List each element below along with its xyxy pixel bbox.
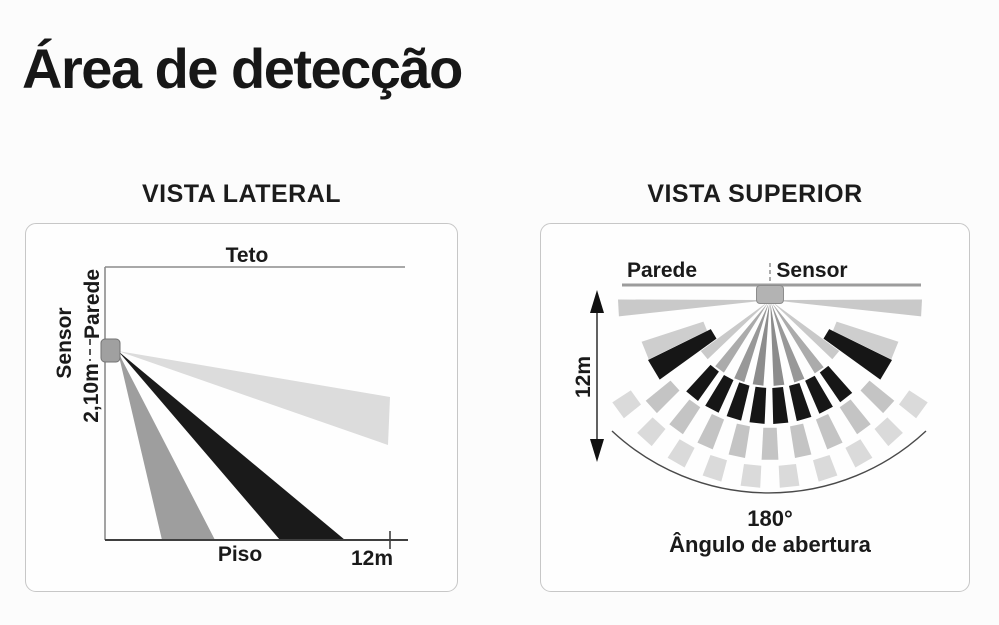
page-title: Área de detecção bbox=[22, 37, 463, 100]
faint-outer-segment bbox=[740, 463, 761, 488]
mid-black-segment bbox=[726, 381, 749, 421]
inner-wedge bbox=[714, 301, 768, 373]
outer-diagonal-segment bbox=[832, 321, 898, 359]
coverage-arc bbox=[611, 429, 926, 494]
angle-caption: Ângulo de abertura bbox=[669, 532, 871, 557]
sensor-label: Sensor bbox=[53, 307, 76, 378]
top-view-heading: VISTA SUPERIOR bbox=[647, 180, 863, 208]
side-view-beams bbox=[117, 350, 390, 540]
wall-label: Parede bbox=[626, 259, 696, 282]
arrow-up-icon bbox=[589, 289, 604, 313]
faint-outer-segment bbox=[812, 454, 837, 482]
side-view-panel: Teto Piso 12m Sensor 2,10m Parede bbox=[25, 223, 458, 592]
top-view-beam-fan bbox=[611, 299, 928, 488]
silver-segment bbox=[815, 413, 843, 449]
arrow-down-icon bbox=[589, 438, 604, 462]
inner-wedge bbox=[770, 302, 804, 382]
angle-label: 180° bbox=[747, 506, 793, 531]
ceiling-label: Teto bbox=[225, 244, 268, 267]
long-black-beam bbox=[823, 328, 892, 380]
inner-wedge bbox=[752, 302, 770, 386]
wall-hug-beam bbox=[617, 299, 758, 316]
floor-label: Piso bbox=[217, 543, 261, 566]
wall-hug-beam bbox=[781, 299, 922, 316]
top-view-diagram: Parede Sensor 12m 180° Ângulo de abertur… bbox=[572, 259, 928, 557]
faint-outer-segment bbox=[636, 416, 665, 446]
sensor-label: Sensor bbox=[776, 259, 847, 282]
mid-range-beam bbox=[117, 350, 345, 540]
silver-segment bbox=[839, 399, 871, 434]
silver-segment bbox=[728, 423, 750, 458]
inner-wedge bbox=[771, 302, 824, 373]
faint-outer-segment bbox=[898, 389, 928, 418]
side-view-heading: VISTA LATERAL bbox=[141, 180, 342, 208]
outer-diagonal-segment bbox=[641, 321, 707, 359]
mid-black-segment bbox=[788, 382, 811, 421]
long-range-beam bbox=[117, 350, 390, 445]
silver-segment bbox=[860, 380, 894, 413]
sensor-icon bbox=[100, 338, 120, 362]
silver-segment bbox=[668, 399, 700, 434]
faint-outer-segment bbox=[874, 416, 903, 446]
faint-outer-segment bbox=[611, 389, 641, 418]
long-black-beam bbox=[647, 328, 716, 380]
silver-segment bbox=[645, 380, 679, 413]
mid-black-segment bbox=[685, 364, 719, 401]
inner-wedge bbox=[700, 301, 768, 359]
mid-black-segment bbox=[771, 386, 788, 424]
sensor-icon bbox=[755, 284, 784, 304]
silver-segment bbox=[696, 413, 724, 449]
faint-outer-segment bbox=[702, 454, 727, 482]
mid-black-segment bbox=[804, 375, 833, 414]
side-view-diagram: Teto Piso 12m Sensor 2,10m Parede bbox=[53, 244, 408, 570]
faint-outer-segment bbox=[778, 463, 799, 488]
mount-height-label: 2,10m bbox=[80, 363, 103, 423]
faint-outer-segment bbox=[667, 438, 695, 467]
top-view-panel: Parede Sensor 12m 180° Ângulo de abertur… bbox=[540, 223, 970, 592]
mid-black-segment bbox=[704, 374, 733, 413]
range-label: 12m bbox=[572, 355, 595, 397]
inner-wedge bbox=[769, 302, 784, 386]
inner-wedge bbox=[733, 302, 769, 382]
near-floor-beam bbox=[117, 351, 215, 540]
inner-wedge bbox=[771, 301, 839, 359]
silver-segment bbox=[761, 427, 778, 460]
mid-black-segment bbox=[749, 386, 766, 424]
silver-segment bbox=[789, 423, 811, 458]
range-label: 12m bbox=[350, 547, 392, 570]
wall-label: Parede bbox=[81, 268, 104, 338]
faint-outer-segment bbox=[844, 438, 872, 467]
mid-black-segment bbox=[819, 365, 852, 402]
